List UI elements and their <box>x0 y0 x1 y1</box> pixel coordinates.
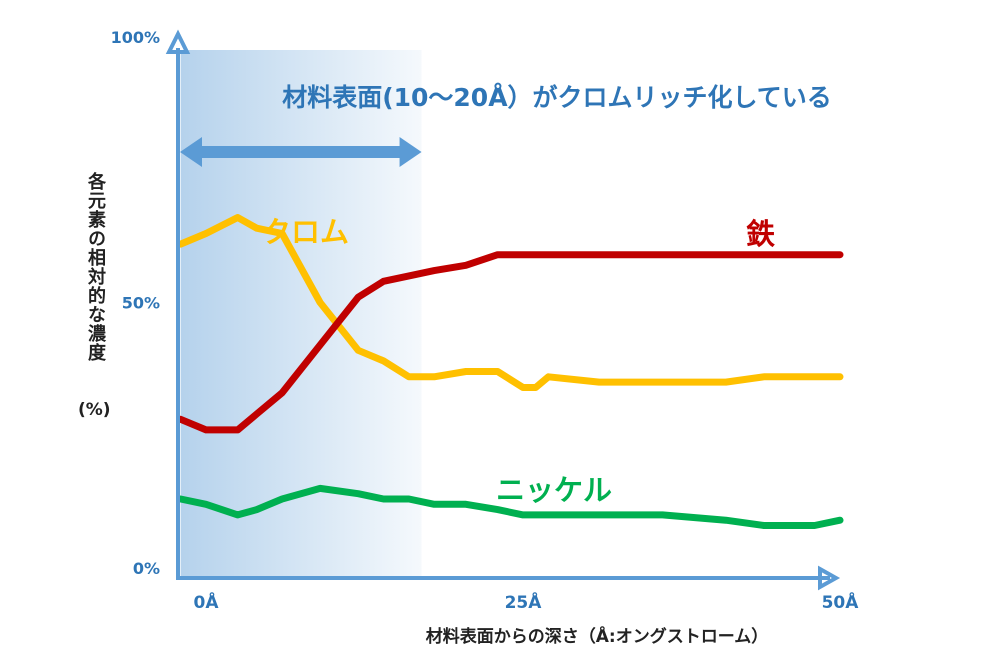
y-axis-label: 各元素の相対的な濃度 <box>85 172 106 362</box>
surface-range-arrow <box>180 137 422 167</box>
y-axis-unit: (%) <box>78 400 111 420</box>
series-line-nickel <box>177 484 844 529</box>
series-label-iron: 鉄 <box>746 217 775 251</box>
range-arrow-right-head <box>399 137 422 167</box>
y-axis-arrowhead <box>165 29 191 54</box>
series-line-chromium <box>177 214 844 391</box>
range-arrow-left-head <box>180 137 202 167</box>
x-axis <box>176 565 841 591</box>
x-tick-label: 50Å <box>822 590 860 613</box>
y-tick-labels: 0% 50% 100% <box>111 28 160 578</box>
y-axis <box>165 29 191 580</box>
surface-highlight-region <box>180 50 422 578</box>
x-axis-label: 材料表面からの深さ（Å:オングストローム） <box>426 624 768 647</box>
x-tick-label: 25Å <box>505 590 543 613</box>
surface-annotation: 材料表面(10〜20Å）がクロムリッチ化している <box>282 83 832 112</box>
series-group <box>177 214 844 529</box>
x-tick-label: 0Å <box>194 590 220 613</box>
x-axis-arrowhead <box>818 565 841 591</box>
x-tick-labels: 0Å 25Å 50Å <box>194 590 860 613</box>
series-label-nickel: ニッケル <box>496 473 612 507</box>
y-tick-label: 100% <box>111 28 160 47</box>
series-line-iron <box>177 251 844 434</box>
series-label-chromium: クロム <box>262 215 349 249</box>
y-tick-label: 50% <box>122 294 160 313</box>
y-tick-label: 0% <box>133 559 160 578</box>
